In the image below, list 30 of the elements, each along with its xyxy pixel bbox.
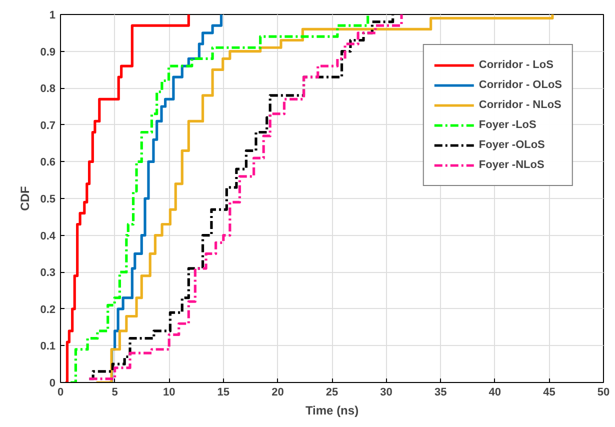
x-tick-label: 40 xyxy=(488,386,502,398)
y-tick-label: 0.1 xyxy=(40,340,56,353)
y-tick-label: 0.4 xyxy=(40,230,56,242)
legend-label: Corridor - OLoS xyxy=(478,79,562,91)
y-tick-label: 0.9 xyxy=(40,46,56,58)
y-tick-label: 0.7 xyxy=(40,120,56,132)
x-axis-title: Time (ns) xyxy=(305,404,359,418)
x-tick-label: 10 xyxy=(162,386,176,398)
x-tick-label: 25 xyxy=(326,386,338,398)
legend-label: Foyer -OLoS xyxy=(478,139,545,151)
x-tick-label: 0 xyxy=(57,386,64,398)
legend-label: Foyer -NLoS xyxy=(478,159,544,171)
x-tick-label: 20 xyxy=(272,386,284,398)
y-tick-label: 0.3 xyxy=(40,267,56,280)
x-tick-label: 5 xyxy=(112,386,118,398)
y-tick-label: 0.5 xyxy=(40,194,56,206)
x-tick-label: 50 xyxy=(597,386,610,398)
y-tick-label: 0.2 xyxy=(40,304,56,316)
y-tick-label: 0.8 xyxy=(40,83,56,96)
legend-label: Foyer -LoS xyxy=(478,119,536,131)
legend-label: Corridor - LoS xyxy=(478,59,554,71)
y-tick-label: 0.6 xyxy=(40,156,56,169)
x-tick-label: 30 xyxy=(380,386,392,398)
legend-label: Corridor - NLoS xyxy=(478,99,562,111)
y-tick-label: 0 xyxy=(49,378,56,390)
x-tick-label: 35 xyxy=(434,386,447,398)
x-tick-label: 15 xyxy=(217,386,230,398)
x-tick-label: 45 xyxy=(543,386,556,398)
y-axis-title: CDF xyxy=(18,186,32,211)
y-tick-label: 1 xyxy=(49,10,56,22)
